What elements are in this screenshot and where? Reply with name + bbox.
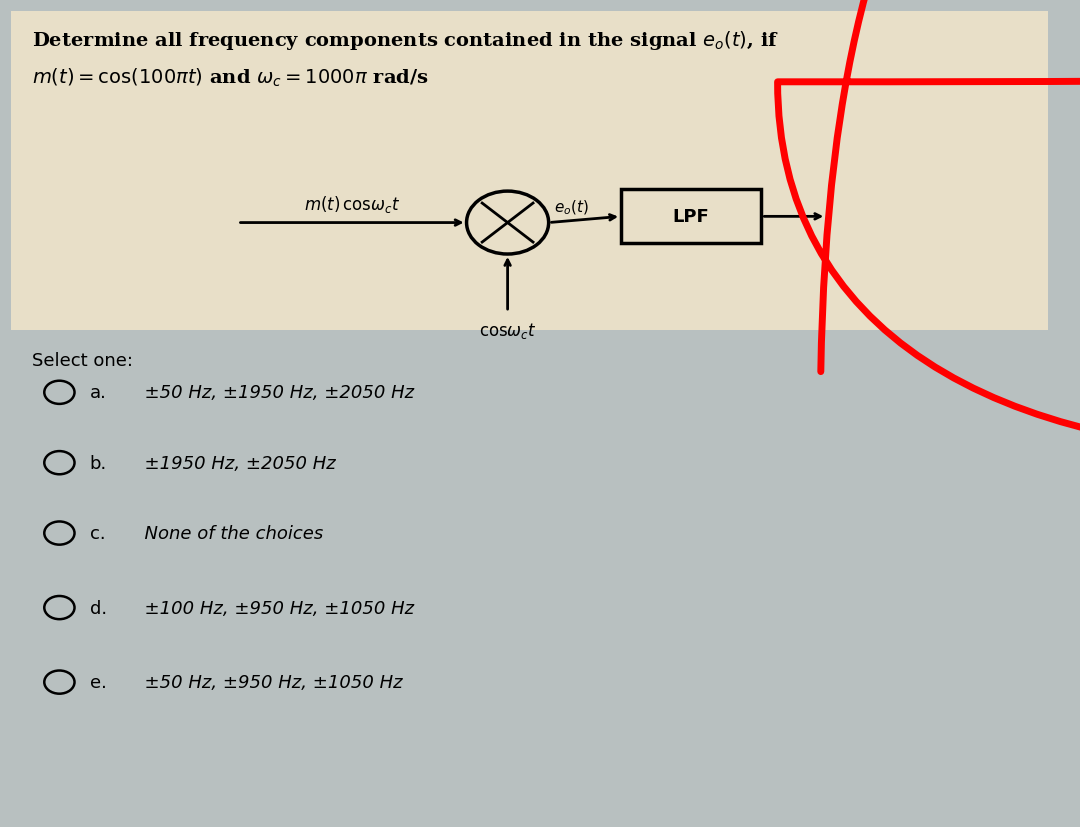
Text: a.: a. [90, 384, 107, 402]
Text: b.: b. [90, 454, 107, 472]
Text: Select one:: Select one: [32, 351, 134, 370]
Text: ±50 Hz, ±950 Hz, ±1050 Hz: ±50 Hz, ±950 Hz, ±1050 Hz [133, 673, 403, 691]
Text: e.: e. [90, 673, 107, 691]
Text: ±50 Hz, ±1950 Hz, ±2050 Hz: ±50 Hz, ±1950 Hz, ±2050 Hz [133, 384, 414, 402]
Text: d.: d. [90, 599, 107, 617]
Text: $m(t)\, \mathrm{cos}\omega_c t$: $m(t)\, \mathrm{cos}\omega_c t$ [303, 194, 401, 215]
FancyBboxPatch shape [11, 12, 1048, 331]
Text: $e_o(t)$: $e_o(t)$ [554, 198, 589, 217]
Text: LPF: LPF [673, 208, 710, 226]
Text: ±1950 Hz, ±2050 Hz: ±1950 Hz, ±2050 Hz [133, 454, 336, 472]
Text: ±100 Hz, ±950 Hz, ±1050 Hz: ±100 Hz, ±950 Hz, ±1050 Hz [133, 599, 414, 617]
Text: Determine all frequency components contained in the signal $e_o(t)$, if: Determine all frequency components conta… [32, 29, 780, 52]
Bar [621, 190, 761, 244]
Text: $\mathrm{cos}\omega_c t$: $\mathrm{cos}\omega_c t$ [478, 321, 537, 341]
Text: None of the choices: None of the choices [133, 524, 323, 543]
Text: $m(t) = \cos(100\pi t)$ and $\omega_c = 1000\pi$ rad/s: $m(t) = \cos(100\pi t)$ and $\omega_c = … [32, 66, 429, 88]
Text: c.: c. [90, 524, 105, 543]
